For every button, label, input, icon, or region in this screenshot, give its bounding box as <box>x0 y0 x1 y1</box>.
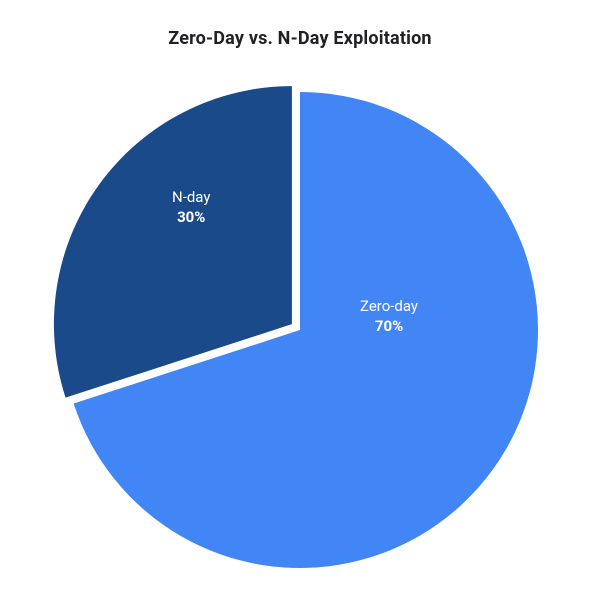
slice-percent: 70% <box>360 316 418 336</box>
slice-name: Zero-day <box>360 296 418 316</box>
slice-label-zero-day: Zero-day 70% <box>360 296 418 337</box>
chart-container: Zero-Day vs. N-Day Exploitation Zero-day… <box>0 0 600 600</box>
pie-chart <box>0 0 600 600</box>
slice-name: N-day <box>172 187 210 207</box>
slice-percent: 30% <box>172 207 210 227</box>
slice-label-n-day: N-day 30% <box>172 187 210 228</box>
